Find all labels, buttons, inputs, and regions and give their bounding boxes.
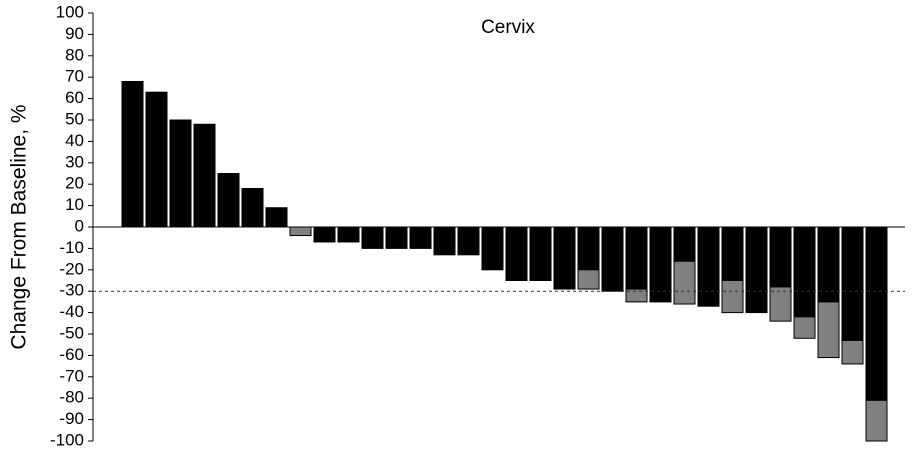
- bar: [505, 226, 528, 281]
- bar: [721, 226, 744, 281]
- y-tick-label: -30: [59, 281, 84, 300]
- y-tick-label: 100: [56, 2, 84, 21]
- bar: [313, 226, 336, 243]
- bar: [337, 226, 360, 243]
- y-axis-label: Change From Baseline, %: [8, 104, 31, 349]
- y-tick-label: 90: [65, 24, 84, 43]
- y-tick-label: 10: [65, 195, 84, 214]
- y-tick-label: 70: [65, 67, 84, 86]
- bar: [577, 226, 600, 271]
- bar: [217, 173, 240, 228]
- y-tick-label: -60: [59, 345, 84, 364]
- y-tick-label: -70: [59, 366, 84, 385]
- bar: [841, 339, 864, 365]
- bar: [769, 286, 792, 322]
- y-tick-label: 60: [65, 88, 84, 107]
- bar: [457, 226, 480, 256]
- bar: [745, 226, 768, 314]
- y-tick-label: -80: [59, 388, 84, 407]
- y-tick-label: -20: [59, 259, 84, 278]
- y-tick-label: 30: [65, 152, 84, 171]
- y-tick-label: 20: [65, 174, 84, 193]
- bar: [577, 269, 600, 290]
- bar: [649, 226, 672, 303]
- bar: [841, 226, 864, 341]
- y-tick-label: -10: [59, 238, 84, 257]
- bar: [817, 226, 840, 303]
- bar: [409, 226, 432, 249]
- y-tick-label: 40: [65, 131, 84, 150]
- bar: [553, 226, 576, 290]
- bar: [289, 226, 312, 237]
- bar: [673, 226, 696, 262]
- y-tick-label: -100: [50, 430, 84, 449]
- bar: [529, 226, 552, 281]
- bar: [385, 226, 408, 249]
- y-tick-label: 0: [75, 216, 84, 235]
- bar: [601, 226, 624, 292]
- y-tick-label: -50: [59, 323, 84, 342]
- bar: [817, 301, 840, 359]
- bar: [433, 226, 456, 256]
- bar: [697, 226, 720, 307]
- bar: [169, 119, 192, 228]
- y-tick-label: 50: [65, 109, 84, 128]
- bar: [793, 226, 816, 318]
- bar: [721, 280, 744, 314]
- bar: [145, 91, 168, 228]
- bar: [673, 260, 696, 305]
- bar: [793, 316, 816, 339]
- bar: [625, 288, 648, 303]
- bar: [481, 226, 504, 271]
- bar: [265, 207, 288, 228]
- y-tick-label: -40: [59, 302, 84, 321]
- bar: [625, 226, 648, 290]
- y-tick-label: -90: [59, 409, 84, 428]
- bar: [769, 226, 792, 288]
- bar: [121, 80, 144, 228]
- bar: [241, 187, 264, 228]
- chart-title: Cervix: [481, 17, 535, 38]
- bar: [361, 226, 384, 249]
- y-tick-label: 80: [65, 45, 84, 64]
- bar: [865, 399, 888, 442]
- bar: [193, 123, 216, 228]
- bar: [865, 226, 888, 401]
